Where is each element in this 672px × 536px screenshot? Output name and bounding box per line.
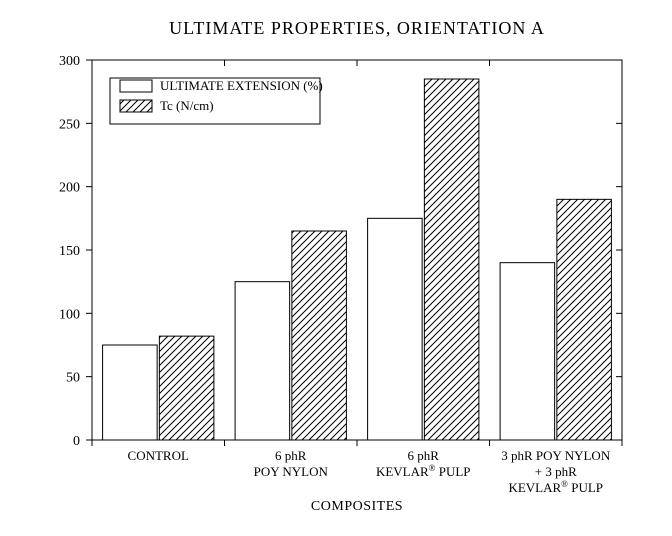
y-tick-label: 150 [59, 244, 80, 259]
bar [500, 263, 555, 440]
category-label: 3 phR POY NYLON [501, 448, 611, 463]
bar [557, 199, 612, 440]
bar [292, 231, 347, 440]
legend-swatch [120, 100, 152, 112]
chart-container: ULTIMATE PROPERTIES, ORIENTATION A 0 50 10… [0, 0, 672, 536]
bar [424, 79, 479, 440]
legend-label: ULTIMATE EXTENSION (%) [160, 78, 323, 93]
legend: ULTIMATE EXTENSION (%) Tc (N/cm) [110, 78, 323, 124]
bars-group [103, 79, 612, 440]
category-labels: CONTROL6 phRPOY NYLON6 phRKEVLAR® PULP3 … [128, 448, 611, 495]
bar [159, 336, 214, 440]
bar [235, 282, 290, 440]
y-tick-label: 0 [73, 434, 80, 449]
category-label: CONTROL [128, 448, 189, 463]
category-label: + 3 phR [535, 464, 577, 479]
chart-svg: ULTIMATE PROPERTIES, ORIENTATION A 0 50 10… [0, 0, 672, 536]
bar [103, 345, 158, 440]
legend-swatch [120, 80, 152, 92]
x-axis-label: COMPOSITES [311, 499, 403, 514]
category-label: 6 phR [275, 448, 307, 463]
y-tick-label: 50 [66, 371, 80, 386]
y-tick-label: 300 [59, 54, 80, 69]
category-label: POY NYLON [254, 464, 329, 479]
bar [368, 218, 423, 440]
y-tick-label: 250 [59, 117, 80, 132]
category-label: KEVLAR® PULP [508, 479, 603, 495]
y-tick-label: 100 [59, 307, 80, 322]
category-label: 6 phR [408, 448, 440, 463]
category-label: KEVLAR® PULP [376, 463, 471, 479]
chart-title: ULTIMATE PROPERTIES, ORIENTATION A [169, 18, 545, 38]
y-tick-label: 200 [59, 181, 80, 196]
legend-label: Tc (N/cm) [160, 98, 214, 113]
